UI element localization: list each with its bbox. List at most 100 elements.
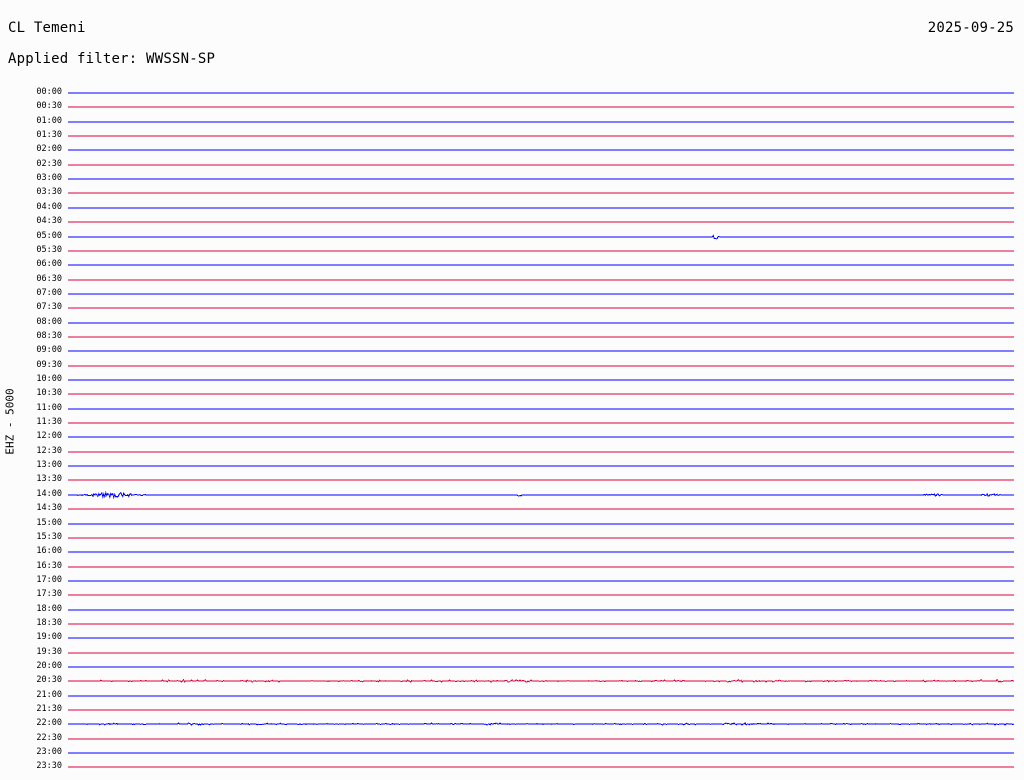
seismic-trace bbox=[68, 451, 1014, 453]
trace-row: 07:30 bbox=[0, 303, 1024, 317]
seismic-trace bbox=[68, 264, 1014, 266]
seismic-trace bbox=[68, 307, 1014, 309]
seismic-trace bbox=[68, 623, 1014, 625]
seismic-trace bbox=[68, 365, 1014, 367]
seismic-trace bbox=[68, 695, 1014, 697]
trace-row: 21:00 bbox=[0, 690, 1024, 705]
seismic-trace bbox=[68, 637, 1014, 639]
trace-time-label: 13:00 bbox=[36, 460, 62, 471]
seismic-trace bbox=[68, 551, 1014, 553]
seismic-trace bbox=[68, 408, 1014, 410]
trace-time-label: 06:00 bbox=[36, 259, 62, 270]
trace-time-label: 19:00 bbox=[36, 632, 62, 643]
page-title: CL Temeni bbox=[8, 20, 86, 36]
trace-time-label: 02:30 bbox=[36, 158, 62, 169]
trace-row: 14:00 bbox=[0, 489, 1024, 504]
seismic-trace bbox=[68, 752, 1014, 754]
trace-time-label: 07:30 bbox=[36, 302, 62, 313]
trace-row: 01:30 bbox=[0, 131, 1024, 145]
seismic-trace bbox=[68, 233, 1014, 240]
seismic-trace bbox=[68, 207, 1014, 209]
seismic-trace bbox=[68, 121, 1014, 123]
trace-row: 23:00 bbox=[0, 748, 1024, 762]
seismic-trace bbox=[68, 336, 1014, 338]
seismic-trace bbox=[68, 722, 1014, 727]
trace-row: 13:00 bbox=[0, 461, 1024, 475]
seismic-trace bbox=[68, 164, 1014, 166]
seismic-trace bbox=[68, 652, 1014, 654]
trace-row: 10:00 bbox=[0, 375, 1024, 389]
trace-row: 14:30 bbox=[0, 504, 1024, 518]
trace-time-label: 01:30 bbox=[36, 130, 62, 141]
seismic-trace bbox=[68, 293, 1014, 295]
trace-time-label: 21:30 bbox=[36, 704, 62, 715]
trace-time-label: 08:30 bbox=[36, 330, 62, 341]
seismic-trace bbox=[68, 192, 1014, 194]
seismic-trace bbox=[68, 250, 1014, 252]
seismic-trace bbox=[68, 490, 1014, 499]
trace-row: 16:00 bbox=[0, 547, 1024, 561]
trace-time-label: 12:30 bbox=[36, 445, 62, 456]
trace-row: 19:30 bbox=[0, 646, 1024, 662]
trace-time-label: 16:00 bbox=[36, 546, 62, 557]
seismic-trace bbox=[68, 149, 1014, 151]
trace-time-label: 00:00 bbox=[36, 87, 62, 97]
trace-row: 00:30 bbox=[0, 102, 1024, 116]
trace-row: 16:30 bbox=[0, 561, 1024, 576]
trace-time-label: 01:00 bbox=[36, 115, 62, 126]
trace-time-label: 20:30 bbox=[36, 675, 62, 686]
seismic-trace bbox=[68, 679, 1014, 684]
trace-time-label: 17:00 bbox=[36, 574, 62, 585]
seismic-trace bbox=[68, 594, 1014, 596]
trace-row: 17:00 bbox=[0, 574, 1024, 590]
trace-time-label: 17:30 bbox=[36, 589, 62, 600]
trace-row: 08:30 bbox=[0, 330, 1024, 346]
trace-time-label: 09:30 bbox=[36, 359, 62, 370]
trace-row: 22:00 bbox=[0, 719, 1024, 733]
trace-time-label: 04:00 bbox=[36, 201, 62, 212]
trace-row: 01:00 bbox=[0, 115, 1024, 131]
trace-time-label: 08:00 bbox=[36, 316, 62, 327]
trace-time-label: 23:00 bbox=[36, 747, 62, 758]
trace-row: 13:30 bbox=[0, 475, 1024, 489]
trace-row: 17:30 bbox=[0, 590, 1024, 604]
trace-row: 20:30 bbox=[0, 676, 1024, 690]
seismic-trace bbox=[68, 92, 1014, 94]
trace-time-label: 23:30 bbox=[36, 761, 62, 772]
seismic-trace bbox=[68, 479, 1014, 481]
trace-row: 23:30 bbox=[0, 762, 1024, 776]
trace-row: 12:30 bbox=[0, 445, 1024, 461]
trace-time-label: 02:00 bbox=[36, 144, 62, 155]
trace-row: 12:00 bbox=[0, 432, 1024, 446]
seismic-trace bbox=[68, 393, 1014, 395]
trace-row: 03:30 bbox=[0, 188, 1024, 202]
trace-row: 22:30 bbox=[0, 733, 1024, 748]
trace-row: 15:00 bbox=[0, 518, 1024, 533]
trace-row: 18:00 bbox=[0, 604, 1024, 619]
trace-row: 10:30 bbox=[0, 389, 1024, 403]
seismic-trace bbox=[68, 221, 1014, 223]
trace-time-label: 03:00 bbox=[36, 173, 62, 184]
seismic-trace bbox=[68, 666, 1014, 668]
seismic-trace bbox=[68, 279, 1014, 281]
trace-time-label: 15:30 bbox=[36, 531, 62, 542]
trace-time-label: 10:30 bbox=[36, 388, 62, 399]
trace-time-label: 19:30 bbox=[36, 646, 62, 657]
trace-row: 00:00 bbox=[0, 88, 1024, 102]
trace-row: 21:30 bbox=[0, 705, 1024, 719]
seismic-trace bbox=[68, 135, 1014, 137]
trace-row: 05:30 bbox=[0, 245, 1024, 260]
trace-row: 19:00 bbox=[0, 633, 1024, 647]
trace-row: 04:30 bbox=[0, 217, 1024, 231]
trace-row: 07:00 bbox=[0, 288, 1024, 303]
trace-row: 11:30 bbox=[0, 418, 1024, 432]
trace-row: 18:30 bbox=[0, 618, 1024, 633]
seismic-trace bbox=[68, 178, 1014, 180]
seismic-trace bbox=[68, 566, 1014, 568]
trace-time-label: 04:30 bbox=[36, 216, 62, 227]
applied-filter-label: Applied filter: WWSSN-SP bbox=[8, 51, 216, 67]
trace-row: 09:00 bbox=[0, 346, 1024, 360]
trace-row: 06:00 bbox=[0, 260, 1024, 274]
trace-row: 08:00 bbox=[0, 316, 1024, 332]
helicorder-plot: 00:00 00:30 01:00 01:30 02:00 02:30 03:00 03:30… bbox=[0, 78, 1024, 771]
